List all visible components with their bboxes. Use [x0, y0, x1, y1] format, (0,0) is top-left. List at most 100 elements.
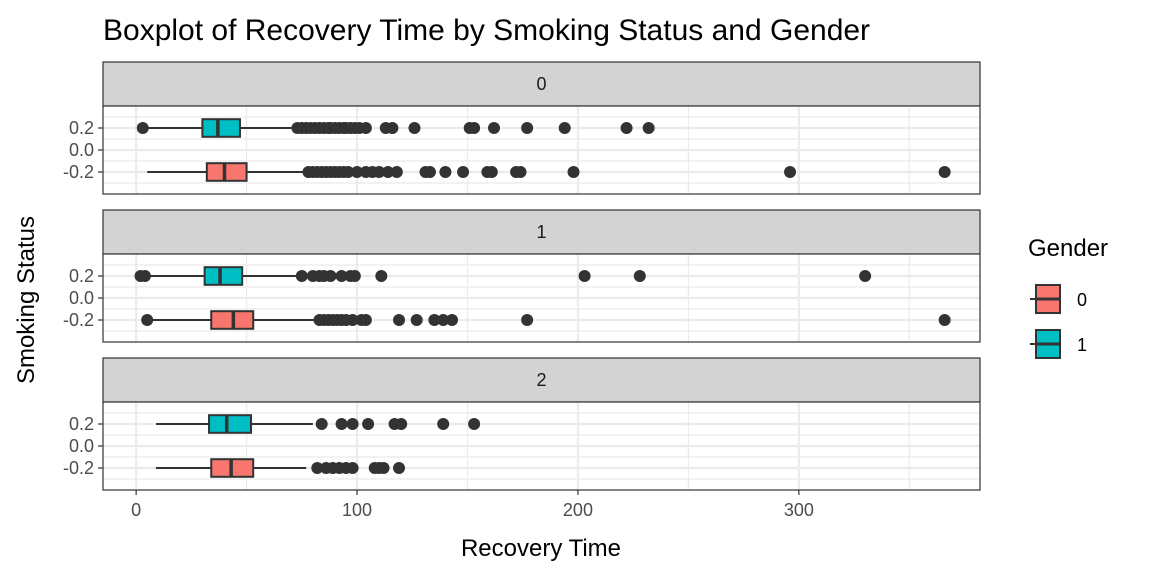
outlier-point — [346, 462, 359, 474]
outlier-point — [381, 166, 394, 178]
outlier-point — [373, 166, 386, 178]
outlier-point — [514, 166, 527, 178]
facet-strip-label: 2 — [536, 370, 546, 390]
y-tick-label: 0.2 — [69, 118, 94, 138]
outlier-point — [558, 122, 571, 134]
box — [208, 414, 253, 434]
outlier-point — [138, 270, 151, 282]
outlier-point — [439, 166, 452, 178]
outlier-point — [393, 462, 406, 474]
outlier-point — [578, 270, 591, 282]
outlier-point — [393, 314, 406, 326]
y-tick-label: -0.2 — [63, 310, 94, 330]
outlier-point — [324, 270, 337, 282]
boxplot-gender-1 — [136, 118, 655, 138]
legend: Gender 0 1 — [1028, 235, 1108, 359]
outlier-point — [488, 122, 501, 134]
legend-label: 1 — [1077, 335, 1087, 355]
outlier-point — [468, 122, 481, 134]
x-tick-label: 200 — [563, 500, 593, 520]
legend-title: Gender — [1028, 235, 1108, 262]
outlier-point — [428, 314, 441, 326]
outlier-point — [348, 270, 361, 282]
outlier-point — [567, 166, 580, 178]
box — [201, 118, 241, 138]
outlier-point — [136, 122, 149, 134]
y-tick-label: 0.0 — [69, 288, 94, 308]
outlier-point — [457, 166, 470, 178]
outlier-point — [408, 122, 421, 134]
boxplot-gender-1 — [134, 266, 872, 286]
boxplot-gender-0 — [147, 162, 951, 182]
outlier-point — [377, 462, 390, 474]
outlier-point — [395, 418, 408, 430]
boxplot-gender-0 — [156, 458, 406, 478]
facet-strip — [102, 209, 981, 255]
outlier-point — [446, 314, 459, 326]
facet-strip — [102, 357, 981, 403]
legend-item-0: 0 — [1030, 284, 1087, 314]
outlier-point — [315, 418, 328, 430]
y-tick-label: -0.2 — [63, 162, 94, 182]
outlier-point — [642, 122, 655, 134]
x-tick-label: 0 — [131, 500, 141, 520]
y-tick-label: 0.0 — [69, 140, 94, 160]
outlier-point — [359, 314, 372, 326]
y-tick-label: 0.2 — [69, 414, 94, 434]
boxplot-gender-1 — [156, 414, 481, 434]
panel-border — [102, 253, 981, 343]
facet-panels: 00.20.0-0.210.20.0-0.220.20.0-0.2 — [63, 61, 981, 491]
legend-label: 0 — [1077, 290, 1087, 310]
outlier-point — [342, 166, 355, 178]
legend-item-1: 1 — [1030, 329, 1087, 359]
outlier-point — [410, 314, 423, 326]
outlier-point — [468, 418, 481, 430]
y-tick-label: 0.0 — [69, 436, 94, 456]
y-tick-label: -0.2 — [63, 458, 94, 478]
chart-title: Boxplot of Recovery Time by Smoking Stat… — [103, 14, 870, 47]
facet-1: 1 0.20.0-0.2 — [63, 209, 981, 343]
outlier-point — [437, 314, 450, 326]
facet-strip — [102, 61, 981, 107]
y-tick-label: 0.2 — [69, 266, 94, 286]
x-tick-label: 300 — [784, 500, 814, 520]
outlier-point — [521, 122, 534, 134]
x-axis: 0 100 200 300 — [131, 490, 814, 520]
outlier-point — [375, 270, 388, 282]
outlier-point — [423, 166, 436, 178]
box — [203, 266, 244, 286]
outlier-point — [359, 122, 372, 134]
panel-border — [102, 401, 981, 491]
outlier-point — [938, 166, 951, 178]
outlier-point — [362, 418, 375, 430]
outlier-point — [485, 166, 498, 178]
outlier-point — [335, 418, 348, 430]
x-tick-label: 100 — [342, 500, 372, 520]
outlier-point — [386, 122, 399, 134]
y-axis-title: Smoking Status — [13, 216, 40, 384]
outlier-point — [335, 270, 348, 282]
boxplot-gender-0 — [141, 310, 951, 330]
outlier-point — [141, 314, 154, 326]
outlier-point — [351, 166, 364, 178]
outlier-point — [620, 122, 633, 134]
outlier-point — [521, 314, 534, 326]
outlier-point — [859, 270, 872, 282]
outlier-point — [346, 314, 359, 326]
outlier-point — [295, 270, 308, 282]
facet-strip-label: 0 — [536, 74, 546, 94]
x-axis-title: Recovery Time — [461, 535, 621, 562]
outlier-point — [437, 418, 450, 430]
outlier-point — [390, 166, 403, 178]
panel-border — [102, 105, 981, 195]
facet-0: 0 0.20.0-0.2 — [63, 61, 981, 195]
outlier-point — [938, 314, 951, 326]
facet-strip-label: 1 — [536, 222, 546, 242]
outlier-point — [633, 270, 646, 282]
facet-2: 2 0.20.0-0.2 — [63, 357, 981, 491]
outlier-point — [784, 166, 797, 178]
outlier-point — [311, 462, 324, 474]
box — [205, 162, 248, 182]
outlier-point — [346, 418, 359, 430]
